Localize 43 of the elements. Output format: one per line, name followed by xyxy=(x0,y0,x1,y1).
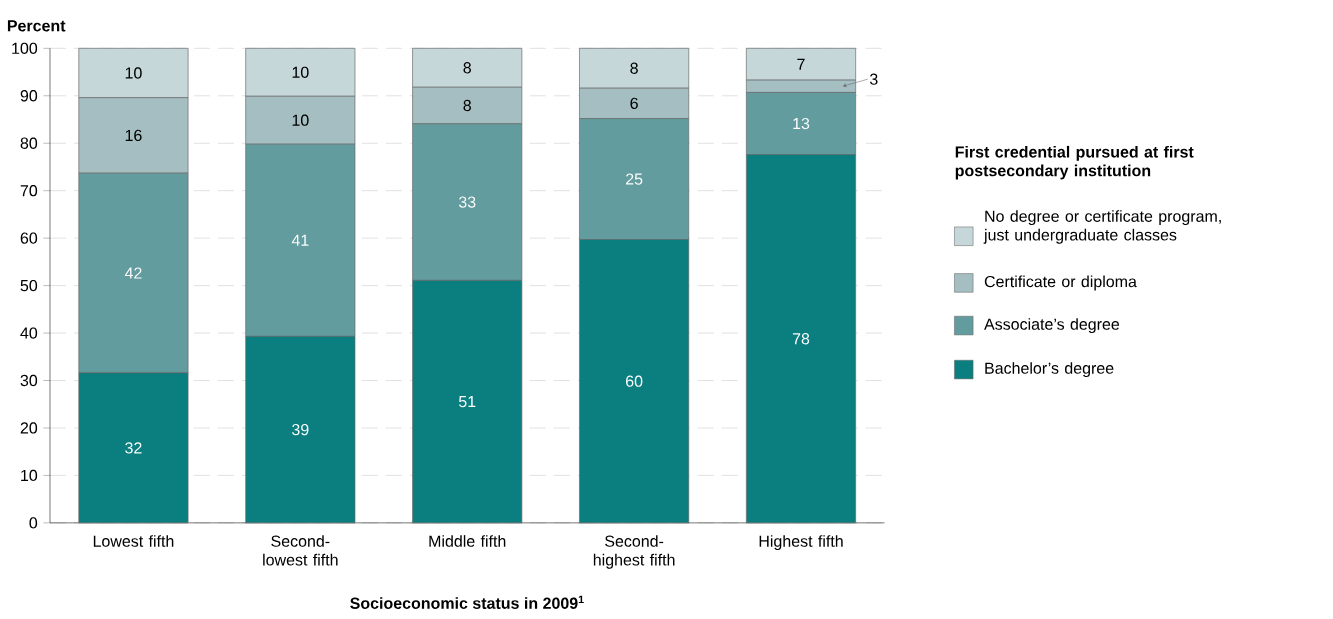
data-label: 42 xyxy=(124,267,142,279)
y-axis-title: Percent xyxy=(7,20,66,32)
data-label: 8 xyxy=(630,62,638,74)
y-tick-label: 50 xyxy=(20,280,38,292)
legend-label: Certificate or diploma xyxy=(984,275,1137,291)
data-label: 39 xyxy=(292,424,309,436)
y-tick-label: 70 xyxy=(20,185,38,197)
data-label: 7 xyxy=(797,58,805,70)
y-tick-label: 0 xyxy=(29,517,38,529)
legend-label: Bachelor’s degree xyxy=(985,362,1114,378)
data-label: 13 xyxy=(793,117,810,130)
data-label: 10 xyxy=(292,66,309,79)
y-tick-label: 10 xyxy=(21,469,38,482)
data-label: 10 xyxy=(292,114,309,126)
y-tick-label: 100 xyxy=(12,42,38,55)
x-tick-label: Second-highest fifth xyxy=(593,535,675,569)
legend-label: No degree or certificate program, just undergraduate classes xyxy=(983,210,1221,244)
data-label: 6 xyxy=(630,97,638,110)
data-label: 78 xyxy=(792,333,810,345)
y-tick-label: 20 xyxy=(20,422,38,434)
legend-label: Associate’s degree xyxy=(984,318,1120,334)
x-axis-title: Socioeconomic status in 2009$^{1}$ xyxy=(350,595,584,609)
y-tick-label: 90 xyxy=(20,90,38,102)
y-tick-label: 30 xyxy=(20,374,38,387)
y-tick-label: 60 xyxy=(20,232,38,244)
x-tick-label: Lowest fifth xyxy=(93,535,174,547)
data-label: 32 xyxy=(125,442,142,454)
data-label: 10 xyxy=(125,67,142,79)
x-tick-label: Second-lowest fifth xyxy=(263,535,338,566)
legend-title: First credential pursued at first postsecondary institution xyxy=(955,145,1194,180)
data-label: 16 xyxy=(125,129,142,142)
data-label: 25 xyxy=(626,173,643,185)
x-tick-label: Middle fifth xyxy=(429,535,506,547)
x-tick-label: Highest fifth xyxy=(759,535,843,551)
data-label: 51 xyxy=(458,396,476,408)
data-label: 60 xyxy=(626,375,643,387)
data-label: 8 xyxy=(463,62,471,74)
data-label: 41 xyxy=(291,234,309,246)
data-label: 33 xyxy=(458,196,476,208)
y-tick-label: 40 xyxy=(20,327,38,339)
data-label: 8 xyxy=(463,99,471,112)
data-label: 3 xyxy=(869,73,878,85)
y-tick-label: 80 xyxy=(20,137,38,149)
